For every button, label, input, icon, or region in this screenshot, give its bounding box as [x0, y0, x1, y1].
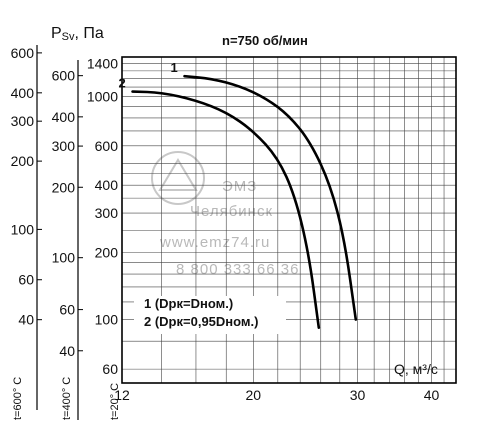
curve-series-1 [183, 74, 358, 321]
temp-label-secondary-1: t=400° C [61, 377, 73, 420]
y-tick-label: 200 [95, 244, 119, 260]
secondary-tick-label: 60 [18, 272, 34, 288]
secondary-tick-label: 100 [52, 250, 76, 266]
plot-grid [121, 56, 457, 384]
watermark-line2: Челябинск [190, 203, 273, 220]
legend-background [134, 296, 286, 334]
y-tick-label: 60 [102, 361, 118, 377]
secondary-tick-label: 400 [52, 109, 76, 125]
y-tick-label: 100 [95, 312, 119, 328]
secondary-tick-label: 400 [11, 85, 35, 101]
watermark-line4: 8 800 333 66 36 [176, 261, 299, 278]
temp-label-main: t=20° C [109, 383, 121, 420]
secondary-tick-label: 600 [11, 45, 35, 61]
x-tick-label: 30 [350, 387, 366, 403]
watermark-line3: www.emz74.ru [159, 234, 270, 251]
x-tick-label: 20 [246, 387, 262, 403]
temp-label-secondary-2: t=600° C [12, 377, 24, 420]
y-tick-label: 1400 [87, 56, 118, 72]
legend-entry-2: 2 (Dрк=0,95Dном.) [144, 314, 258, 329]
curve-series-2 [131, 90, 321, 329]
secondary-tick-label: 40 [59, 343, 75, 359]
secondary-tick-label: 300 [11, 113, 35, 129]
secondary-tick-label: 100 [11, 221, 35, 237]
secondary-tick-label: 300 [52, 138, 76, 154]
watermark: ЭМЗ Челябинск www.emz74.ru 8 800 333 66 … [151, 151, 299, 278]
y-axis-label: PSv, Па [51, 25, 104, 43]
legend: 1 (Dрк=Dном.) 2 (Dрк=0,95Dном.) [134, 296, 286, 334]
x-tick-label: 12 [114, 387, 130, 403]
legend-entry-1: 1 (Dрк=Dном.) [144, 296, 233, 311]
y-tick-label: 300 [95, 205, 119, 221]
x-axis-label: Q, м³/с [394, 361, 438, 377]
secondary-tick-label: 40 [18, 312, 34, 328]
watermark-logo-icon [151, 151, 205, 205]
plot-frame [121, 56, 457, 384]
x-tick-label: 40 [424, 387, 440, 403]
y-tick-label: 1000 [87, 88, 118, 104]
chart-title: n=750 об/мин [222, 33, 308, 48]
curves: 12 [118, 60, 358, 329]
secondary-tick-label: 60 [59, 302, 75, 318]
secondary-tick-label: 600 [52, 68, 76, 84]
secondary-axes: 40 60 100 200 300 400 600 40 60 100 200 300 400 600 [11, 45, 83, 420]
curve-label-2: 2 [118, 76, 125, 91]
y-tick-label: 400 [95, 177, 119, 193]
y-tick-label: 600 [95, 138, 119, 154]
secondary-tick-label: 200 [52, 179, 76, 195]
watermark-line1: ЭМЗ [222, 178, 257, 195]
curve-label-1: 1 [170, 60, 177, 75]
secondary-tick-label: 200 [11, 153, 35, 169]
